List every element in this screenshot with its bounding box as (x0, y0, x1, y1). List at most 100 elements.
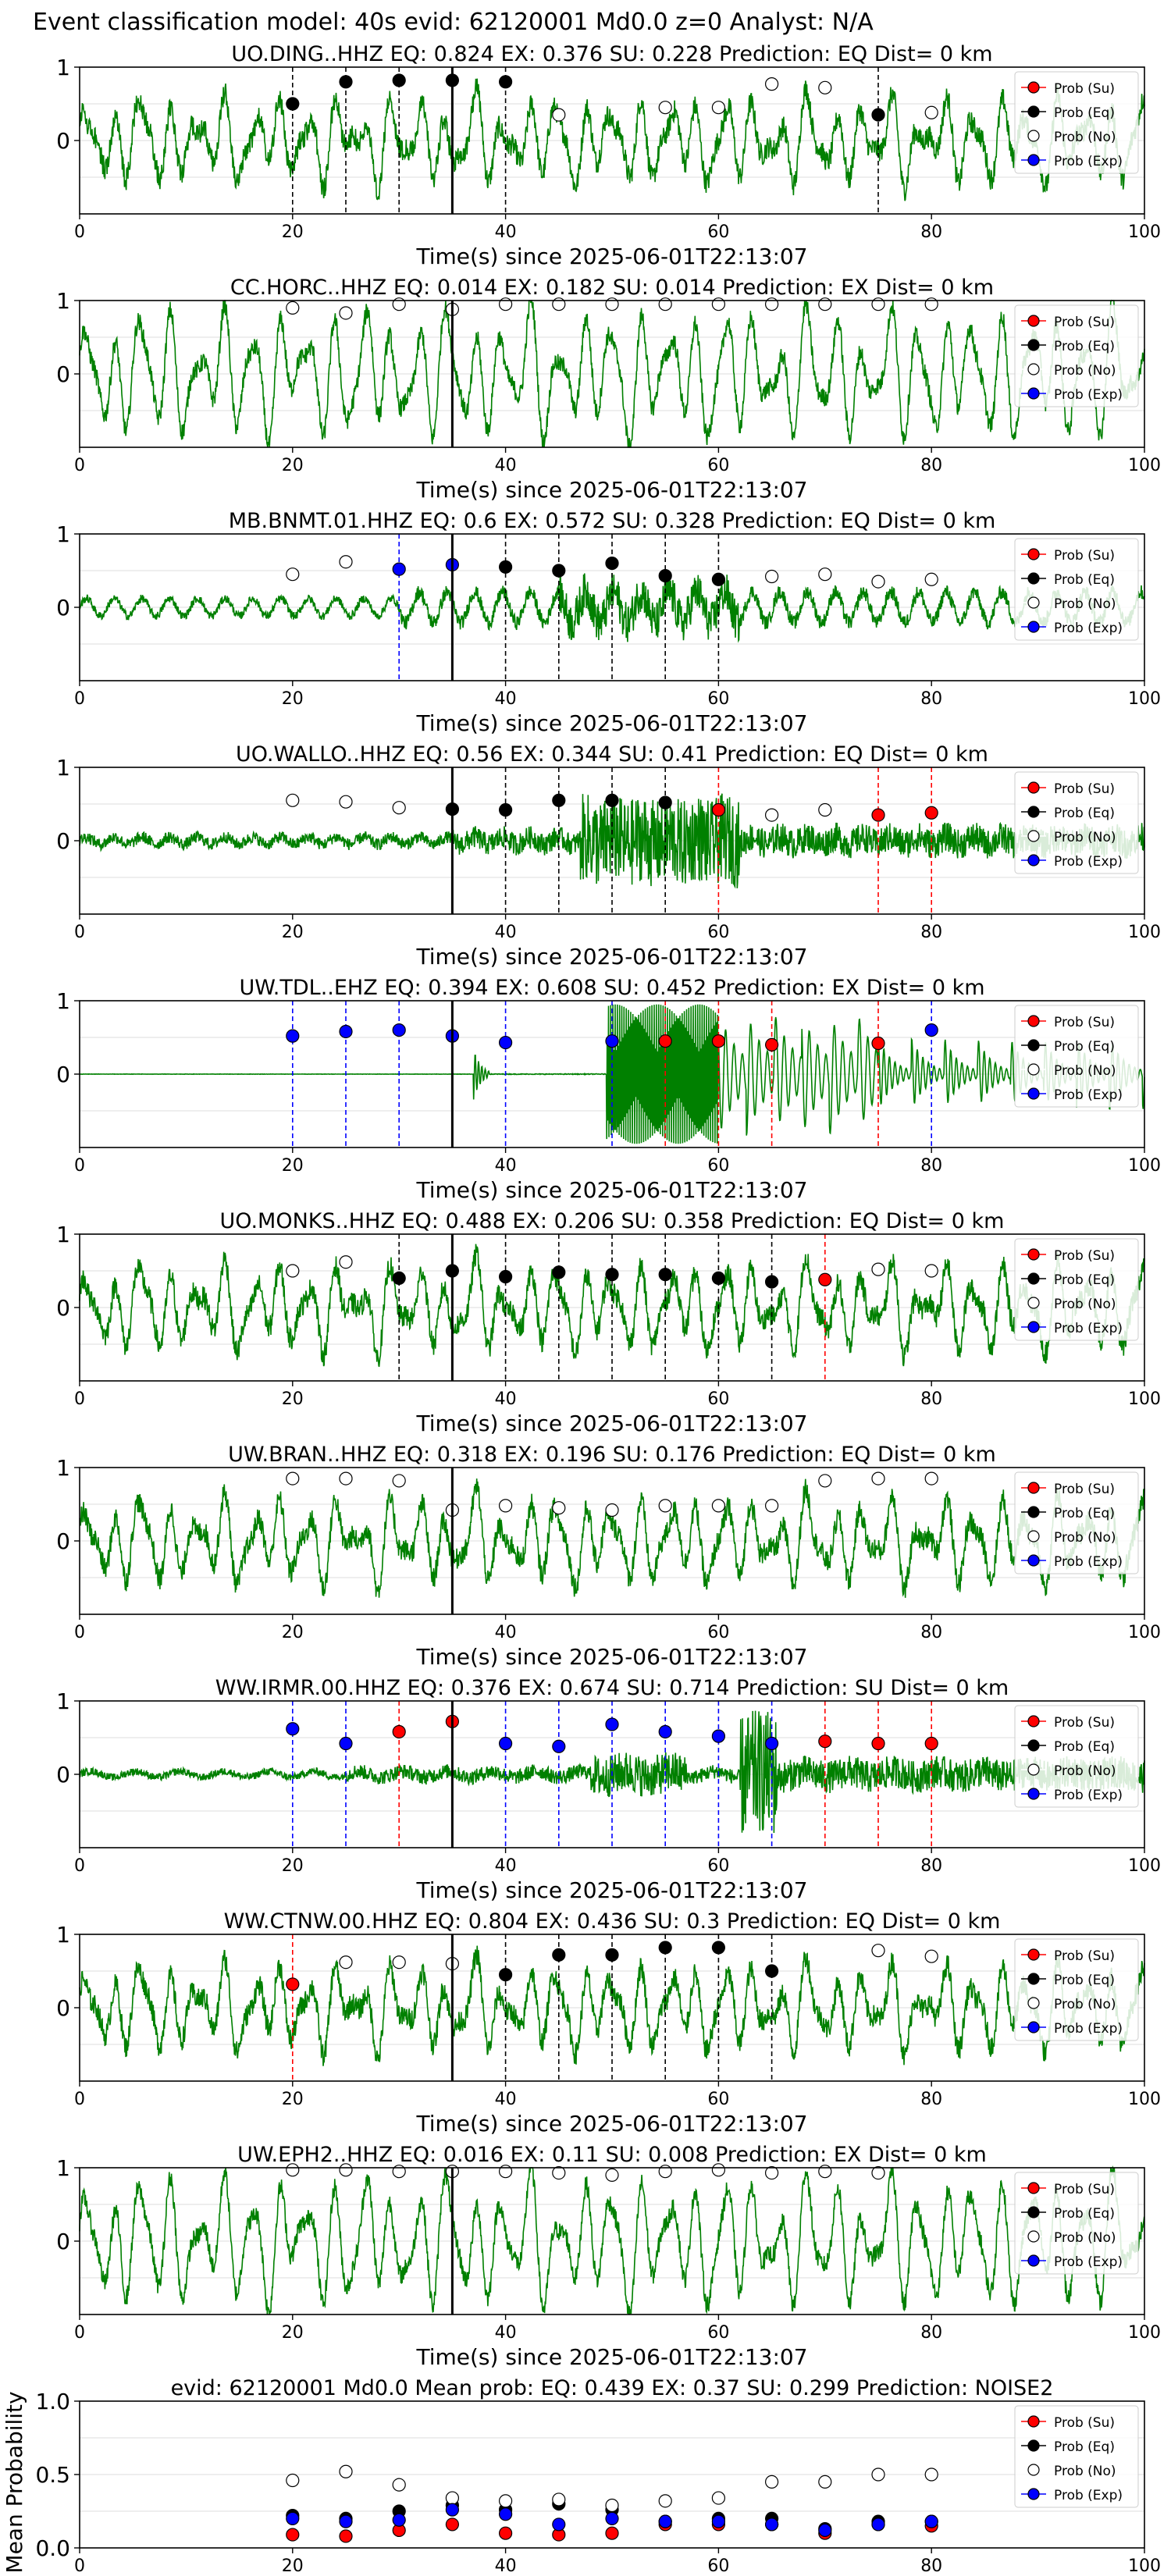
legend-label: Prob (No) (1054, 1063, 1116, 1079)
legend-marker-eq (1027, 1039, 1040, 1051)
prob-point-no (871, 575, 885, 589)
panel-3: MB.BNMT.01.HHZ EQ: 0.6 EX: 0.572 SU: 0.3… (56, 509, 1161, 736)
seismogram-trace (79, 2165, 1145, 2315)
x-tick-label: 0 (74, 2556, 85, 2576)
x-tick-label: 0 (74, 923, 85, 942)
legend-label: Prob (No) (1054, 363, 1116, 379)
prob-point-no (764, 297, 779, 311)
y-tick-label: 0 (56, 1995, 70, 2021)
x-tick-label: 100 (1128, 923, 1161, 942)
legend-marker-su (1027, 548, 1040, 560)
legend-box (1014, 1705, 1139, 1808)
x-tick-label: 20 (282, 2556, 304, 2576)
legend-marker-ex (1027, 1554, 1040, 1567)
mean-point-no (605, 2498, 619, 2513)
trace-line (79, 299, 1145, 448)
legend-label: Prob (Su) (1054, 1715, 1115, 1731)
legend-marker-ex (1027, 1087, 1040, 1100)
panel-11: evid: 62120001 Md0.0 Mean prob: EQ: 0.43… (2, 2376, 1161, 2576)
prob-point-eq (764, 1964, 779, 1978)
legend-label: Prob (Eq) (1054, 1973, 1115, 1988)
window-markers (286, 534, 938, 681)
x-axis-label: Time(s) since 2025-06-01T22:13:07 (415, 944, 807, 970)
legend-marker-su (1027, 1948, 1040, 1961)
legend-marker-no (1027, 1063, 1040, 1076)
x-tick-label: 80 (920, 2323, 942, 2343)
prob-point-eq (871, 108, 885, 122)
prob-point-su (711, 1034, 726, 1048)
legend-marker-su (1027, 1482, 1040, 1494)
mean-point-no (552, 2492, 566, 2507)
prob-point-no (658, 2165, 672, 2179)
prob-point-eq (711, 572, 726, 586)
prob-point-no (286, 1264, 300, 1278)
legend-box (1014, 1238, 1139, 1341)
legend-label: Prob (Exp) (1054, 2488, 1123, 2503)
mean-point-no (392, 2478, 406, 2492)
legend-label: Prob (Eq) (1054, 572, 1115, 588)
legend-label: Prob (Eq) (1054, 1039, 1115, 1055)
x-tick-label: 20 (282, 1856, 304, 1876)
prob-point-no (818, 802, 832, 817)
prob-point-no (658, 297, 672, 311)
x-tick-label: 0 (74, 1623, 85, 1642)
mean-point-ex (392, 2513, 406, 2527)
prob-point-no (871, 2165, 885, 2180)
prob-point-no (818, 2165, 832, 2179)
prob-point-no (498, 2165, 513, 2179)
prob-point-ex (498, 1736, 513, 1751)
legend-marker-su (1027, 2415, 1040, 2428)
window-markers (286, 1701, 938, 1848)
prob-point-no (498, 297, 513, 311)
y-tick-label: 1 (56, 988, 70, 1014)
legend-box (1014, 304, 1139, 407)
prob-point-no (871, 1262, 885, 1276)
y-tick-label: 1 (56, 288, 70, 314)
y-tick-label: 0 (56, 828, 70, 854)
legend-marker-eq (1027, 339, 1040, 351)
mean-point-ex (764, 2517, 779, 2532)
prob-point-no (711, 2163, 726, 2177)
y-tick-label: 1 (56, 755, 70, 781)
mean-point-ex (658, 2514, 672, 2528)
x-tick-label: 40 (495, 2090, 517, 2109)
legend-marker-no (1027, 1997, 1040, 2009)
prob-point-no (924, 1264, 938, 1278)
legend-label: Prob (Eq) (1054, 806, 1115, 821)
x-axis-label: Time(s) since 2025-06-01T22:13:07 (415, 1411, 807, 1436)
x-tick-label: 20 (282, 222, 304, 242)
legend-label: Prob (Eq) (1054, 1506, 1115, 1521)
legend-marker-ex (1027, 154, 1040, 166)
panel-title: UO.WALLO..HHZ EQ: 0.56 EX: 0.344 SU: 0.4… (236, 742, 988, 767)
legend-marker-no (1027, 596, 1040, 609)
x-tick-label: 100 (1128, 222, 1161, 242)
x-tick-label: 40 (495, 222, 517, 242)
x-tick-label: 40 (495, 2556, 517, 2576)
legend-marker-su (1027, 781, 1040, 794)
mean-point-ex (818, 2523, 832, 2538)
legend-marker-eq (1027, 1506, 1040, 1518)
legend-label: Prob (No) (1054, 830, 1116, 845)
legend-box (1014, 538, 1139, 641)
prob-point-eq (498, 1968, 513, 1982)
x-tick-label: 80 (920, 1856, 942, 1876)
legend-label: Prob (Exp) (1054, 154, 1123, 169)
panel-title: evid: 62120001 Md0.0 Mean prob: EQ: 0.43… (171, 2376, 1054, 2400)
x-tick-label: 100 (1128, 1856, 1161, 1876)
panel-title: UW.TDL..EHZ EQ: 0.394 EX: 0.608 SU: 0.45… (239, 976, 984, 1000)
prob-point-eq (605, 1948, 619, 1962)
x-axis-label: Time(s) since 2025-06-01T22:13:07 (415, 1877, 807, 1903)
y-tick-label: 0 (56, 1762, 70, 1788)
x-tick-label: 60 (707, 456, 729, 475)
prob-point-no (286, 1471, 300, 1485)
panels: UO.DING..HHZ EQ: 0.824 EX: 0.376 SU: 0.2… (2, 42, 1161, 2576)
panel-2: CC.HORC..HHZ EQ: 0.014 EX: 0.182 SU: 0.0… (56, 276, 1161, 503)
legend-marker-su (1027, 1715, 1040, 1727)
prob-point-ex (339, 1736, 353, 1751)
legend-marker-no (1027, 1763, 1040, 1776)
y-tick-label: 1 (56, 1222, 70, 1247)
legend-marker-su (1027, 81, 1040, 94)
y-axis-label: Mean Probability (2, 2391, 27, 2573)
x-axis-label: Time(s) since 2025-06-01T22:13:07 (415, 2344, 807, 2370)
prob-point-no (392, 1474, 406, 1488)
